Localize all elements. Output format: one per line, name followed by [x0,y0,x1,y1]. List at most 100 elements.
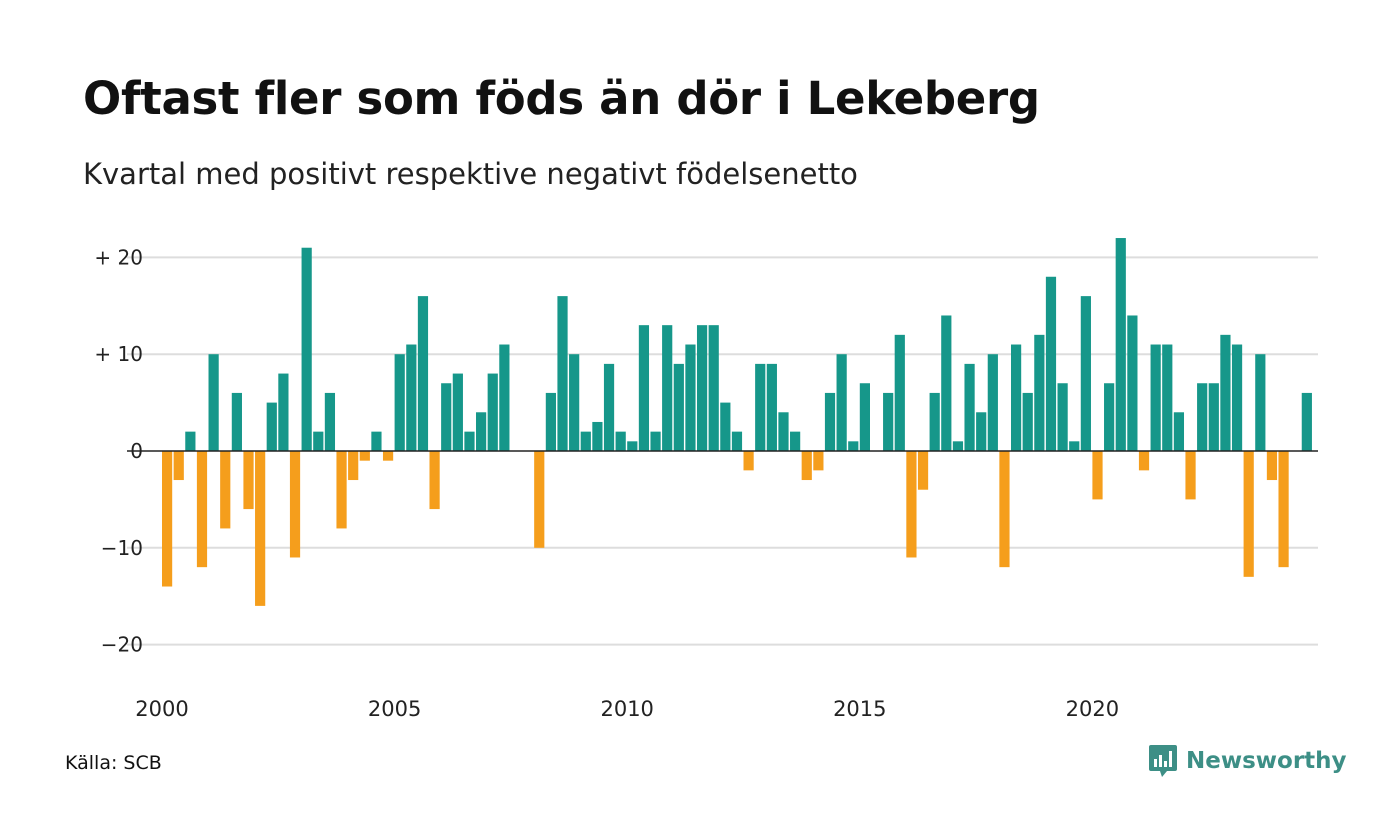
y-axis-ticks: + 20 + 10 0 −10 −20 [94,245,143,656]
chart-subtitle: Kvartal med positivt respektive negativt… [83,157,858,191]
bar-negative [743,451,754,471]
bar-layer [162,238,1312,606]
bar-positive [1197,383,1208,451]
bar-positive [313,431,324,451]
bar-negative [289,451,301,558]
bar-negative [1185,451,1196,500]
bar-positive [545,392,556,451]
y-tick-label: 0 [130,439,143,463]
bar-positive [952,441,964,451]
bar-positive [883,392,894,451]
bar-positive [708,325,719,451]
bar-positive [1045,276,1057,451]
bar-positive [371,431,382,451]
bar-positive [1010,344,1022,451]
bar-positive [894,334,905,451]
bar-negative [917,451,929,490]
bar-positive [1162,344,1173,451]
x-tick-label: 2010 [600,697,653,721]
bar-positive [720,402,731,451]
bar-positive [569,354,580,451]
bar-positive [987,354,998,451]
x-tick-label: 2005 [368,697,421,721]
bar-positive [1022,392,1033,451]
x-tick-label: 2020 [1066,697,1119,721]
bar-positive [499,344,510,451]
bar-positive [976,412,987,451]
bar-positive [1150,344,1161,451]
bar-negative [336,451,347,529]
bar-positive [266,402,277,451]
bar-negative [1278,451,1289,568]
bar-negative [255,451,266,606]
bar-positive [476,412,487,451]
bar-negative [173,451,184,481]
bar-positive [580,431,591,451]
bar-positive [673,363,684,451]
bar-positive [1069,441,1080,451]
bar-negative [220,451,231,529]
bar-positive [1173,412,1185,451]
bar-negative [348,451,359,481]
bar-positive [638,325,650,451]
x-tick-label: 2000 [135,697,188,721]
bar-negative [906,451,917,558]
bar-negative [382,451,394,461]
bar-positive [592,421,603,451]
newsworthy-logo: Newsworthy [1148,744,1347,778]
bar-positive [1104,383,1115,451]
bar-negative [1138,451,1150,471]
bar-positive [836,354,847,451]
bar-positive [441,383,452,451]
bar-positive [301,247,312,451]
bar-positive [278,373,289,451]
bar-positive [650,431,661,451]
bar-negative [813,451,824,471]
bar-positive [324,392,336,451]
bar-positive [964,363,975,451]
bar-positive [848,441,859,451]
bar-positive [696,325,708,451]
bar-negative [1266,451,1278,481]
bar-positive [778,412,789,451]
bar-positive [627,441,638,451]
bar-negative [999,451,1010,568]
bar-positive [1301,392,1312,451]
bar-positive [1057,383,1068,451]
y-tick-label: + 10 [94,342,143,366]
bar-positive [1115,238,1126,451]
newsworthy-logo-text: Newsworthy [1186,748,1347,774]
bar-negative [196,451,208,568]
newsworthy-logo-icon [1149,745,1177,777]
bar-positive [1127,315,1138,451]
y-tick-label: −20 [101,633,143,657]
bar-positive [615,431,626,451]
bar-negative [1092,451,1103,500]
bar-positive [406,344,417,451]
bar-positive [557,296,568,451]
bar-positive [1255,354,1266,451]
bar-negative [1243,451,1254,577]
bar-positive [417,296,429,451]
bar-positive [790,431,801,451]
y-tick-label: + 20 [94,245,143,269]
bar-negative [243,451,254,510]
bar-positive [464,431,475,451]
bar-positive [766,363,777,451]
chart-title: Oftast fler som föds än dör i Lekeberg [83,72,1040,125]
x-axis-ticks: 2000 2005 2010 2015 2020 [135,697,1119,721]
source-label: Källa: SCB [65,752,162,774]
bar-positive [185,431,196,451]
bar-positive [662,325,673,451]
bar-positive [824,392,836,451]
bar-positive [1220,334,1231,451]
bar-positive [1231,344,1243,451]
x-tick-label: 2015 [833,697,886,721]
bar-positive [231,392,242,451]
bar-negative [534,451,545,548]
y-tick-label: −10 [101,536,143,560]
bar-positive [208,354,219,451]
bar-negative [162,451,173,587]
bar-positive [755,363,766,451]
